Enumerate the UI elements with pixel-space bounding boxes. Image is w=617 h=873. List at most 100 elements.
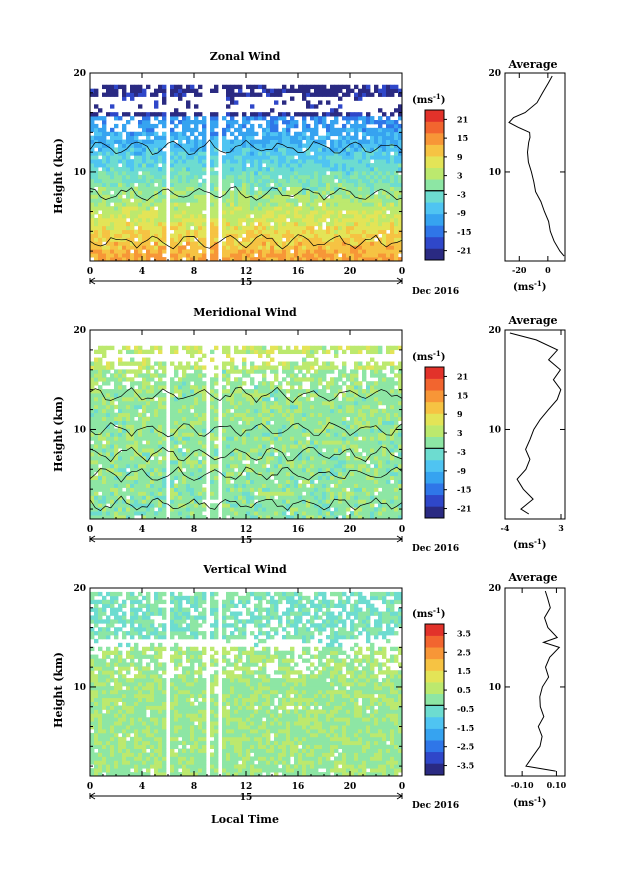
field-cell — [138, 221, 143, 227]
field-cell — [262, 408, 267, 414]
field-cell — [114, 471, 119, 477]
field-cell — [210, 444, 215, 449]
field-cell — [310, 202, 315, 207]
field-cell — [98, 456, 103, 461]
field-cell — [390, 92, 395, 97]
field-cell — [122, 225, 127, 231]
field-cell — [154, 237, 159, 242]
field-cell — [142, 428, 147, 433]
field-cell — [390, 143, 395, 148]
field-cell — [266, 349, 271, 355]
field-cell — [178, 432, 183, 437]
field-cell — [338, 178, 343, 184]
field-cell — [266, 440, 271, 445]
field-cell — [350, 174, 355, 180]
field-cell — [214, 459, 219, 465]
field-cell — [294, 491, 299, 496]
field-cell — [110, 440, 115, 445]
field-cell — [102, 210, 107, 215]
field-cell — [106, 131, 111, 137]
field-cell — [202, 404, 207, 410]
field-cell — [126, 245, 131, 250]
field-cell — [142, 202, 147, 207]
field-cell — [182, 135, 187, 140]
field-cell — [254, 202, 259, 207]
field-cell — [178, 163, 183, 168]
field-cell — [146, 170, 151, 176]
field-cell — [246, 217, 251, 223]
field-cell — [222, 428, 227, 433]
field-cell — [222, 463, 227, 469]
field-cell — [110, 194, 115, 199]
field-cell — [262, 225, 267, 231]
field-cell — [174, 143, 179, 148]
field-cell — [138, 385, 143, 390]
field-cell — [326, 249, 331, 254]
field-cell — [94, 229, 99, 234]
field-cell — [270, 428, 275, 433]
field-cell — [234, 241, 239, 246]
field-cell — [362, 229, 367, 234]
field-cell — [94, 241, 99, 246]
field-cell — [274, 444, 279, 449]
field-cell — [150, 170, 155, 176]
field-cell — [186, 194, 191, 199]
field-cell — [282, 369, 287, 374]
field-cell — [106, 206, 111, 211]
field-cell — [366, 210, 371, 215]
field-cell — [94, 225, 99, 231]
field-cell — [102, 143, 107, 148]
field-cell — [210, 167, 215, 172]
field-cell — [242, 428, 247, 433]
field-cell — [122, 112, 127, 117]
field-cell — [170, 88, 175, 93]
field-cell — [126, 92, 131, 97]
field-cell — [370, 221, 375, 227]
field-cell — [122, 389, 127, 394]
field-cell — [234, 436, 239, 441]
field-cell — [114, 88, 119, 93]
field-cell — [102, 178, 107, 184]
field-cell — [114, 440, 119, 445]
field-cell — [330, 198, 335, 203]
field-cell — [278, 229, 283, 234]
field-cell — [238, 400, 243, 406]
field-cell — [354, 131, 359, 137]
field-cell — [330, 249, 335, 254]
field-cell — [110, 245, 115, 250]
field-cell — [386, 182, 391, 187]
field-cell — [326, 241, 331, 246]
field-cell — [150, 471, 155, 477]
field-cell — [194, 206, 199, 211]
field-cell — [358, 194, 363, 199]
field-cell — [282, 170, 287, 176]
field-cell — [278, 221, 283, 227]
field-cell — [190, 163, 195, 168]
field-cell — [238, 84, 243, 90]
field-cell — [190, 151, 195, 156]
field-cell — [282, 229, 287, 234]
field-cell — [302, 389, 307, 394]
field-cell — [126, 412, 131, 418]
field-cell — [198, 217, 203, 223]
field-cell — [110, 127, 115, 133]
field-cell — [258, 198, 263, 203]
field-cell — [286, 345, 291, 351]
field-cell — [306, 159, 311, 164]
field-cell — [234, 385, 239, 390]
field-cell — [298, 257, 303, 262]
field-cell — [190, 491, 195, 496]
field-cell — [170, 459, 175, 465]
field-cell — [290, 120, 295, 125]
field-cell — [282, 147, 287, 152]
field-cell — [326, 92, 331, 97]
field-cell — [290, 116, 295, 121]
field-cell — [150, 225, 155, 231]
field-cell — [302, 499, 307, 504]
field-cell — [190, 475, 195, 481]
field-cell — [186, 389, 191, 394]
field-cell — [382, 190, 387, 195]
field-cell — [238, 436, 243, 441]
field-cell — [194, 436, 199, 441]
field-cell — [106, 241, 111, 246]
